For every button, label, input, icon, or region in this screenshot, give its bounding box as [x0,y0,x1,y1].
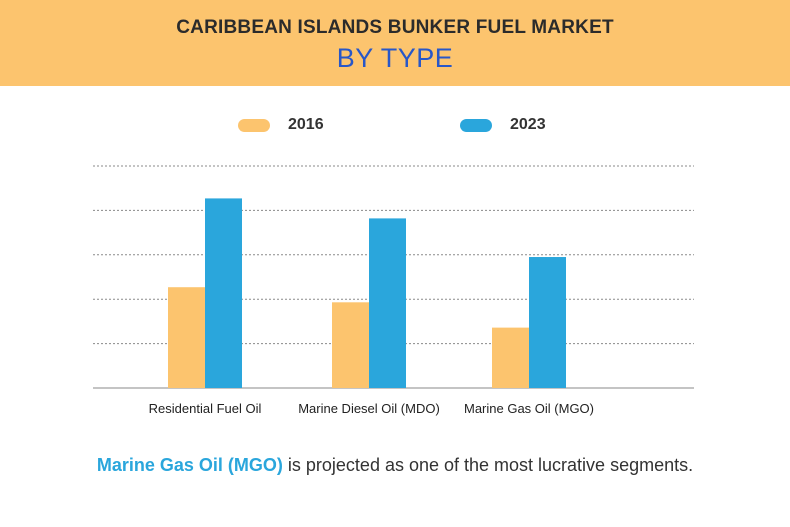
x-tick-label: Marine Diesel Oil (MDO) [298,401,440,416]
bar-2016-3 [492,327,529,388]
chart-subtitle: BY TYPE [336,43,454,73]
legend-label-2016: 2016 [288,116,324,133]
chart-header: CARIBBEAN ISLANDS BUNKER FUEL MARKET BY … [0,0,790,86]
bar-2023-3 [529,257,566,388]
caption-highlight: Marine Gas Oil (MGO) [96,455,283,475]
bar-2023-1 [205,198,242,388]
bar-2023-2 [369,218,406,388]
caption-text: is projected as one of the most lucrativ… [282,455,694,475]
chart-title: CARIBBEAN ISLANDS BUNKER FUEL MARKET [176,17,614,38]
legend-label-2023: 2023 [510,116,546,133]
x-tick-label: Residential Fuel Oil [149,401,262,416]
legend-swatch-2016 [238,118,270,132]
chart-caption: Marine Gas Oil (MGO) is projected as one… [0,455,790,476]
legend-item-2023: 2023 [460,114,546,136]
bar-2016-1 [168,287,205,388]
bar-chart: Residential Fuel Oil Marine Diesel Oil (M… [93,165,694,416]
legend-swatch-2023 [460,118,492,132]
legend-item-2016: 2016 [238,114,324,136]
bar-2016-2 [332,302,369,388]
x-tick-label: Marine Gas Oil (MGO) [464,401,594,416]
